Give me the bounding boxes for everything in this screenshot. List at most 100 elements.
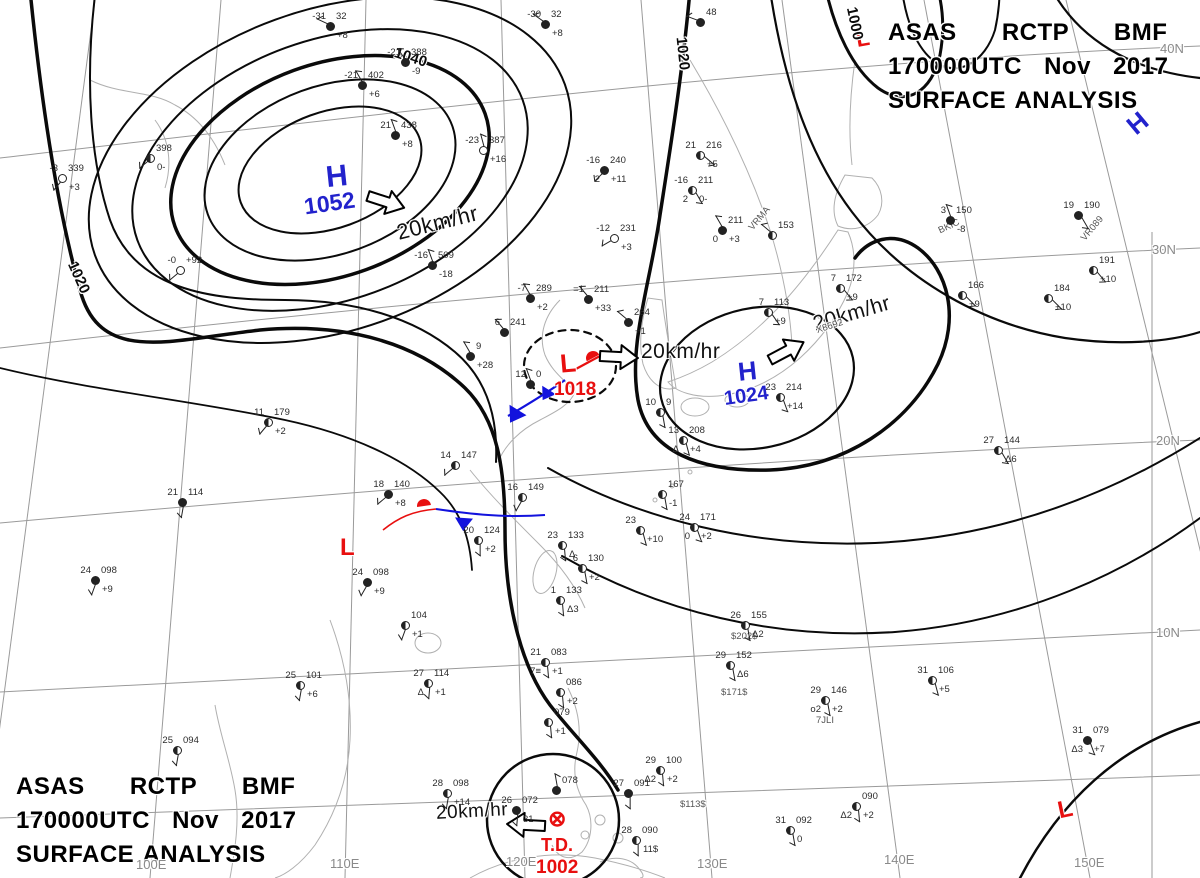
longitude-label: 130E <box>697 856 728 871</box>
station-value: 9 <box>666 397 672 408</box>
arrow-layer <box>365 190 805 838</box>
station-value: 12 <box>515 369 526 380</box>
title-line-3: SURFACE ANALYSIS <box>16 841 266 869</box>
station-value: +6 <box>307 689 318 700</box>
station-value: 28 <box>621 825 632 836</box>
station-value: Δ2 <box>840 810 852 821</box>
station-circle-icon <box>994 446 1003 455</box>
station-circle-icon <box>688 186 697 195</box>
station-value: 211 <box>594 284 610 295</box>
station-value: +2 <box>567 696 578 707</box>
station-circle-icon <box>636 526 645 535</box>
station-value: 114 <box>434 668 450 679</box>
station-value: -7 <box>517 283 526 294</box>
station-value: 10 <box>645 397 656 408</box>
station-value: -16 <box>586 155 600 166</box>
station-value: 27 <box>413 668 424 679</box>
station-value: 104 <box>411 610 427 621</box>
station-value: 078 <box>562 775 578 786</box>
station-circle-icon <box>656 766 665 775</box>
station-value: Δ <box>672 444 679 455</box>
station-value: 7≡ <box>530 666 541 677</box>
station-circle-icon <box>466 352 475 361</box>
station-circle-icon <box>428 261 437 270</box>
station-value: -3 <box>49 163 58 174</box>
station-value: 079 <box>1093 725 1109 736</box>
station-circle-icon <box>384 490 393 499</box>
station-value: 1 <box>550 585 556 596</box>
station-circle-icon <box>363 578 372 587</box>
station-circle-icon <box>474 536 483 545</box>
station-circle-icon <box>556 688 565 697</box>
station-circle-icon <box>690 523 699 532</box>
station-value: 086 <box>566 677 582 688</box>
station-circle-icon <box>632 836 641 845</box>
station-value: 144 <box>1004 435 1020 446</box>
station-value: Δ2 <box>644 774 656 785</box>
station-circle-icon <box>1083 736 1092 745</box>
station-circle-icon <box>821 696 830 705</box>
latitude-label: 40N <box>1160 41 1184 56</box>
longitude-label: 120E <box>506 854 537 869</box>
station-value: +14 <box>454 797 471 808</box>
station-value: 149 <box>528 482 544 493</box>
station-value: 098 <box>453 778 469 789</box>
station-value: 211 <box>698 175 714 186</box>
station-value: 208 <box>689 425 705 436</box>
title-line-1: ASAS RCTP BMF <box>888 19 1168 46</box>
station-value: -9 <box>412 66 421 77</box>
station-value: 32 <box>551 9 562 20</box>
station-value: +9 <box>775 316 786 327</box>
station-value: 23 <box>547 530 558 541</box>
station-value: 11$ <box>643 844 659 855</box>
station-value: 152 <box>736 650 752 661</box>
station-value: o2 <box>810 704 821 715</box>
station-circle-icon <box>424 679 433 688</box>
station-value: 27 <box>983 435 994 446</box>
station-value: 24 <box>679 512 690 523</box>
station-value: +1 <box>555 726 566 737</box>
station-value: 172 <box>846 273 862 284</box>
station-value: +5 <box>939 684 950 695</box>
station-value: +2 <box>275 426 286 437</box>
station-circle-icon <box>958 291 967 300</box>
station-value: +1 <box>412 629 423 640</box>
station-value: 140 <box>394 479 410 490</box>
station-value: 339 <box>68 163 84 174</box>
station-value: +28 <box>477 360 494 371</box>
station-value: 26 <box>501 795 512 806</box>
station-circle-icon <box>726 661 735 670</box>
station-value: 191 <box>1099 255 1115 266</box>
station-value: -18 <box>439 269 453 280</box>
station-value: 124 <box>484 525 500 536</box>
station-circle-icon <box>836 284 845 293</box>
station-value: Δ6 <box>1005 454 1017 465</box>
station-circle-icon <box>91 576 100 585</box>
station-circle-icon <box>696 18 705 27</box>
station-value: +8 <box>395 498 406 509</box>
station-value: 231 <box>620 223 636 234</box>
station-circle-icon <box>296 681 305 690</box>
warm-front-symbol <box>586 351 600 362</box>
station-value: +92 <box>186 255 203 266</box>
longitude-label: 110E <box>330 856 360 871</box>
station-circle-icon <box>541 658 550 667</box>
station-value: 100 <box>666 755 682 766</box>
station-value: +4 <box>690 444 701 455</box>
station-value: 18 <box>373 479 384 490</box>
station-value: 6 <box>572 553 578 564</box>
station-id-label: 7JLI <box>816 715 834 726</box>
station-value: +9 <box>102 584 113 595</box>
station-value: +8 <box>402 139 413 150</box>
station-value: +6 <box>369 89 380 100</box>
title-line-3: SURFACE ANALYSIS <box>888 87 1138 115</box>
pressure-value-label: 1018 <box>554 379 597 400</box>
station-circle-icon <box>656 408 665 417</box>
station-value: 211 <box>728 215 744 226</box>
station-value: -1 <box>669 498 678 509</box>
station-value: 387 <box>489 135 505 146</box>
station-value: +10 <box>647 534 664 545</box>
latitude-label: 10N <box>1156 625 1180 640</box>
station-circle-icon <box>178 498 187 507</box>
